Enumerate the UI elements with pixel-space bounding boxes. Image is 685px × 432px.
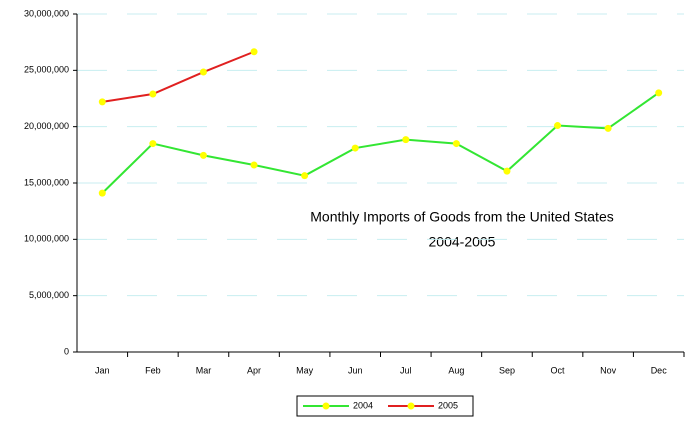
marker	[554, 122, 562, 130]
legend-marker	[322, 402, 330, 410]
marker	[98, 189, 106, 197]
marker	[199, 151, 207, 159]
x-tick-label: Oct	[551, 365, 566, 375]
marker	[250, 161, 258, 169]
marker	[351, 144, 359, 152]
marker	[98, 98, 106, 106]
marker	[149, 90, 157, 98]
marker	[604, 124, 612, 132]
legend-marker	[407, 402, 415, 410]
x-tick-label: Mar	[196, 365, 212, 375]
x-tick-label: Sep	[499, 365, 515, 375]
x-tick-label: Jul	[400, 365, 412, 375]
y-tick-label: 30,000,000	[24, 8, 69, 18]
legend-label: 2005	[438, 400, 458, 410]
marker	[149, 140, 157, 148]
y-tick-label: 0	[64, 346, 69, 356]
marker	[199, 68, 207, 76]
marker	[250, 48, 258, 56]
x-tick-label: Aug	[448, 365, 464, 375]
legend-box	[296, 395, 474, 417]
x-tick-label: Jan	[95, 365, 110, 375]
x-tick-label: May	[296, 365, 314, 375]
chart-title: Monthly Imports of Goods from the United…	[310, 209, 613, 225]
marker	[452, 140, 460, 148]
y-tick-label: 15,000,000	[24, 177, 69, 187]
x-tick-label: Feb	[145, 365, 161, 375]
marker	[503, 167, 511, 175]
x-tick-label: Apr	[247, 365, 261, 375]
x-tick-label: Nov	[600, 365, 617, 375]
y-tick-label: 10,000,000	[24, 234, 69, 244]
series-line	[101, 92, 660, 194]
series-line	[102, 50, 255, 103]
marker	[402, 136, 410, 144]
y-tick-label: 25,000,000	[24, 65, 69, 75]
x-tick-label: Jun	[348, 365, 363, 375]
y-tick-label: 5,000,000	[29, 290, 69, 300]
x-tick-label: Dec	[651, 365, 668, 375]
chart-subtitle: 2004-2005	[429, 234, 496, 250]
marker	[301, 172, 309, 180]
legend-label: 2004	[353, 400, 373, 410]
y-tick-label: 20,000,000	[24, 121, 69, 131]
marker	[655, 89, 663, 97]
